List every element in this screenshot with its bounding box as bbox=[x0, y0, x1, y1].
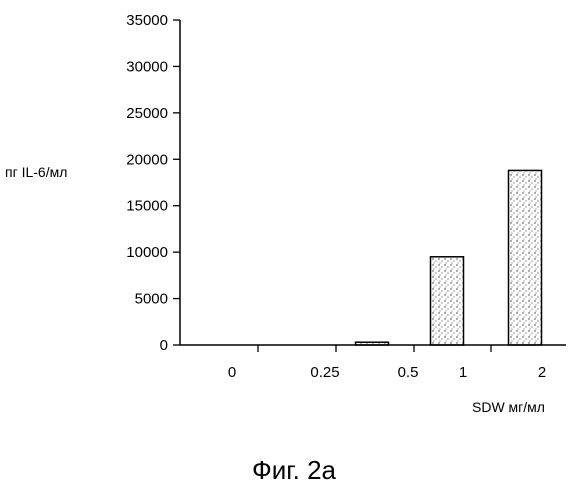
y-tick-label: 5000 bbox=[135, 291, 168, 308]
chart: 0 5000 10000 15000 20000 25000 30000 35000 0 0.2… bbox=[0, 0, 588, 440]
y-axis-label: пг IL-6/мл bbox=[5, 164, 67, 180]
x-tick-label: 2 bbox=[538, 364, 546, 381]
x-tick-label: 0.5 bbox=[398, 364, 419, 381]
x-tick-label: 0 bbox=[228, 364, 236, 381]
y-tick-label: 15000 bbox=[126, 198, 168, 215]
x-ticks-group: 0 0.25 0.5 1 2 bbox=[228, 345, 546, 381]
y-tick-label: 35000 bbox=[126, 12, 168, 29]
x-tick-label: 0.25 bbox=[310, 364, 339, 381]
y-tick-label: 10000 bbox=[126, 244, 168, 261]
bar-2 bbox=[509, 170, 542, 345]
bar-1 bbox=[431, 257, 464, 345]
x-tick-label: 1 bbox=[459, 364, 467, 381]
x-axis-label: SDW мг/мл bbox=[472, 399, 545, 415]
figure-caption: Фиг. 2а bbox=[0, 455, 588, 486]
y-tick-label: 25000 bbox=[126, 105, 168, 122]
bars-group bbox=[356, 170, 542, 345]
y-tick-label: 0 bbox=[160, 337, 168, 354]
y-tick-label: 20000 bbox=[126, 151, 168, 168]
y-tick-label: 30000 bbox=[126, 58, 168, 75]
y-ticks-group: 0 5000 10000 15000 20000 25000 30000 35000 bbox=[126, 12, 180, 354]
